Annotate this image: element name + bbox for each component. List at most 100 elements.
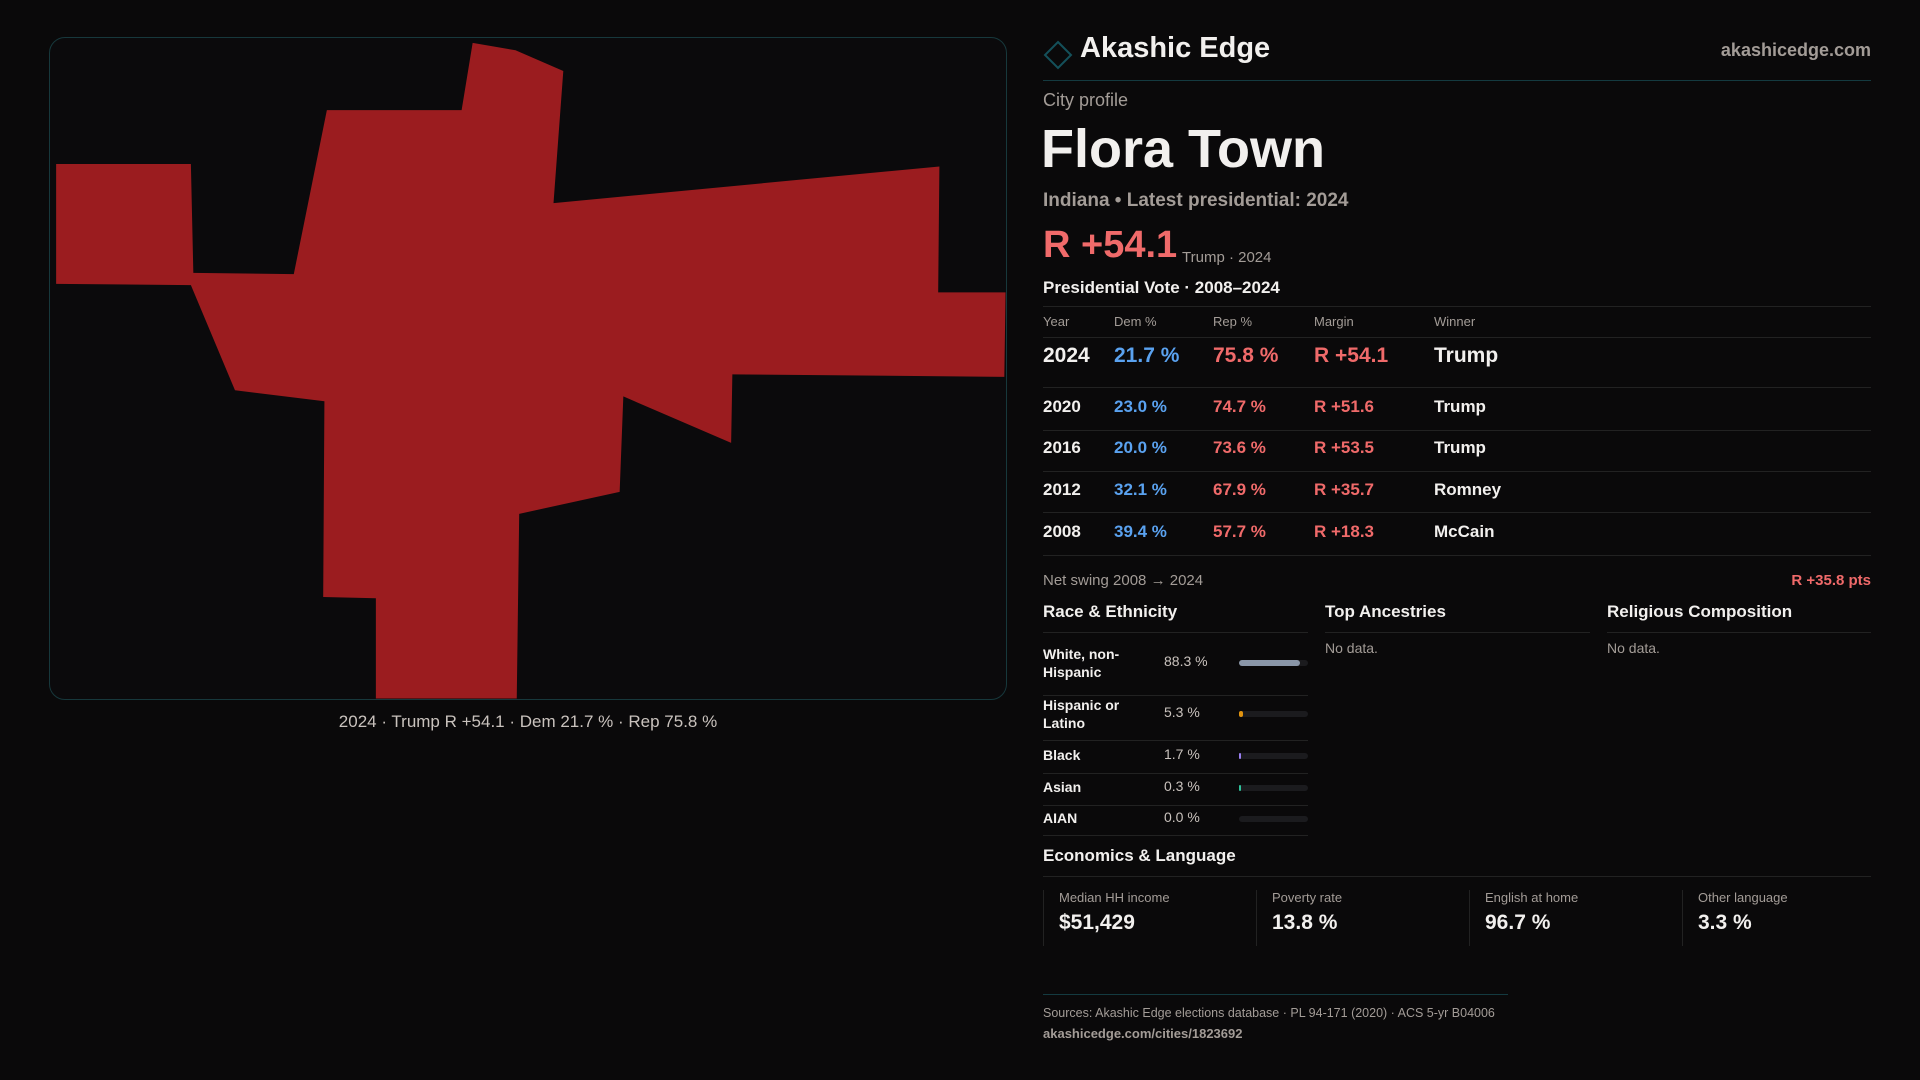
divider <box>1043 306 1871 307</box>
religion-heading: Religious Composition <box>1607 602 1793 621</box>
latest-margin: R +54.1 <box>1043 224 1178 266</box>
race-label: AIAN <box>1043 810 1078 826</box>
vote-dem: 21.7 % <box>1114 344 1180 367</box>
divider <box>1607 632 1871 633</box>
page-subtitle: Indiana • Latest presidential: 2024 <box>1043 190 1349 211</box>
divider <box>1043 387 1871 388</box>
race-bar-track <box>1239 753 1308 759</box>
vote-winner: Trump <box>1434 344 1499 367</box>
race-bar-track <box>1239 660 1308 666</box>
map-caption: 2024 · Trump R +54.1 · Dem 21.7 % · Rep … <box>338 712 718 731</box>
stat-card: Median HH income $51,429 <box>1043 890 1256 946</box>
city-boundary-shape[interactable] <box>56 42 1006 699</box>
vote-margin: R +53.5 <box>1314 438 1375 457</box>
divider <box>1043 835 1308 836</box>
divider <box>1043 512 1871 513</box>
stat-card: English at home 96.7 % <box>1469 890 1682 946</box>
col-winner: Winner <box>1434 314 1476 329</box>
net-swing-value: R +35.8 pts <box>1791 572 1871 589</box>
site-link[interactable]: akashicedge.com <box>1720 40 1871 60</box>
stat-label: Other language <box>1698 890 1788 905</box>
race-value: 0.3 % <box>1164 778 1200 794</box>
vote-dem: 20.0 % <box>1114 438 1167 457</box>
brand-name: Akashic Edge <box>1080 32 1271 64</box>
race-value: 5.3 % <box>1164 704 1200 720</box>
race-label: Black <box>1043 747 1081 763</box>
vote-year: 2012 <box>1043 480 1081 499</box>
net-swing-label: Net swing 2008 → 2024 <box>1043 572 1204 589</box>
city-boundary-map <box>56 42 1006 699</box>
economics-heading: Economics & Language <box>1043 846 1236 865</box>
divider <box>1043 632 1308 633</box>
vote-year: 2024 <box>1043 344 1090 367</box>
page-title: Flora Town <box>1041 119 1325 179</box>
vote-rep: 73.6 % <box>1213 438 1266 457</box>
vote-year: 2020 <box>1043 397 1081 416</box>
race-heading: Race & Ethnicity <box>1043 602 1178 621</box>
vote-winner: Trump <box>1434 438 1486 457</box>
stat-label: Median HH income <box>1059 890 1170 905</box>
vote-rep: 67.9 % <box>1213 480 1266 499</box>
page-kicker: City profile <box>1043 90 1129 110</box>
vote-margin: R +18.3 <box>1314 522 1375 541</box>
stat-value: 3.3 % <box>1698 911 1752 934</box>
col-year: Year <box>1043 314 1070 329</box>
vote-dem: 39.4 % <box>1114 522 1167 541</box>
race-bar-fill <box>1239 785 1241 791</box>
stat-value: 96.7 % <box>1485 911 1551 934</box>
stat-card: Poverty rate 13.8 % <box>1256 890 1469 946</box>
ancestries-heading: Top Ancestries <box>1325 602 1446 621</box>
divider <box>1043 430 1871 431</box>
votes-heading: Presidential Vote · 2008–2024 <box>1043 278 1280 297</box>
map-panel[interactable] <box>49 37 1007 700</box>
city-url[interactable]: akashicedge.com/cities/1823692 <box>1043 1026 1243 1041</box>
vote-winner: Romney <box>1434 480 1502 499</box>
stat-card: Other language 3.3 % <box>1682 890 1895 946</box>
vote-winner: McCain <box>1434 522 1495 541</box>
divider <box>1043 337 1871 338</box>
religion-empty: No data. <box>1607 640 1660 656</box>
race-value: 88.3 % <box>1164 653 1208 669</box>
latest-margin-note: Trump · 2024 <box>1182 249 1272 266</box>
divider <box>1043 555 1871 556</box>
vote-rep: 75.8 % <box>1213 344 1279 367</box>
divider <box>1043 471 1871 472</box>
divider <box>1325 632 1590 633</box>
vote-year: 2016 <box>1043 438 1081 457</box>
race-bar-track <box>1239 785 1308 791</box>
col-dem: Dem % <box>1114 314 1157 329</box>
race-bar-track <box>1239 816 1308 822</box>
race-label: Asian <box>1043 779 1082 795</box>
race-bar-fill <box>1239 753 1241 759</box>
vote-margin: R +51.6 <box>1314 397 1375 416</box>
divider <box>1043 876 1871 877</box>
divider <box>1043 773 1308 774</box>
vote-dem: 23.0 % <box>1114 397 1167 416</box>
ancestries-empty: No data. <box>1325 640 1378 656</box>
vote-winner: Trump <box>1434 397 1486 416</box>
col-rep: Rep % <box>1213 314 1253 329</box>
vote-margin: R +35.7 <box>1314 480 1375 499</box>
logo-diamond-icon <box>1043 40 1073 70</box>
stat-value: $51,429 <box>1059 911 1135 934</box>
race-bar-fill <box>1239 660 1300 666</box>
race-bar-fill <box>1239 711 1243 717</box>
stat-value: 13.8 % <box>1272 911 1338 934</box>
header-divider <box>1043 80 1871 81</box>
divider <box>1043 805 1308 806</box>
divider <box>1043 695 1308 696</box>
stat-label: Poverty rate <box>1272 890 1343 905</box>
vote-dem: 32.1 % <box>1114 480 1167 499</box>
race-bar-track <box>1239 711 1308 717</box>
stat-label: English at home <box>1485 890 1579 905</box>
divider <box>1043 740 1308 741</box>
race-value: 1.7 % <box>1164 746 1200 762</box>
race-value: 0.0 % <box>1164 809 1200 825</box>
race-label: White, non-Hispanic <box>1043 646 1120 680</box>
vote-year: 2008 <box>1043 522 1081 541</box>
col-margin: Margin <box>1314 314 1354 329</box>
footer-divider <box>1043 994 1508 995</box>
vote-margin: R +54.1 <box>1314 344 1389 367</box>
vote-rep: 57.7 % <box>1213 522 1266 541</box>
race-label: Hispanic or Latino <box>1043 697 1120 731</box>
